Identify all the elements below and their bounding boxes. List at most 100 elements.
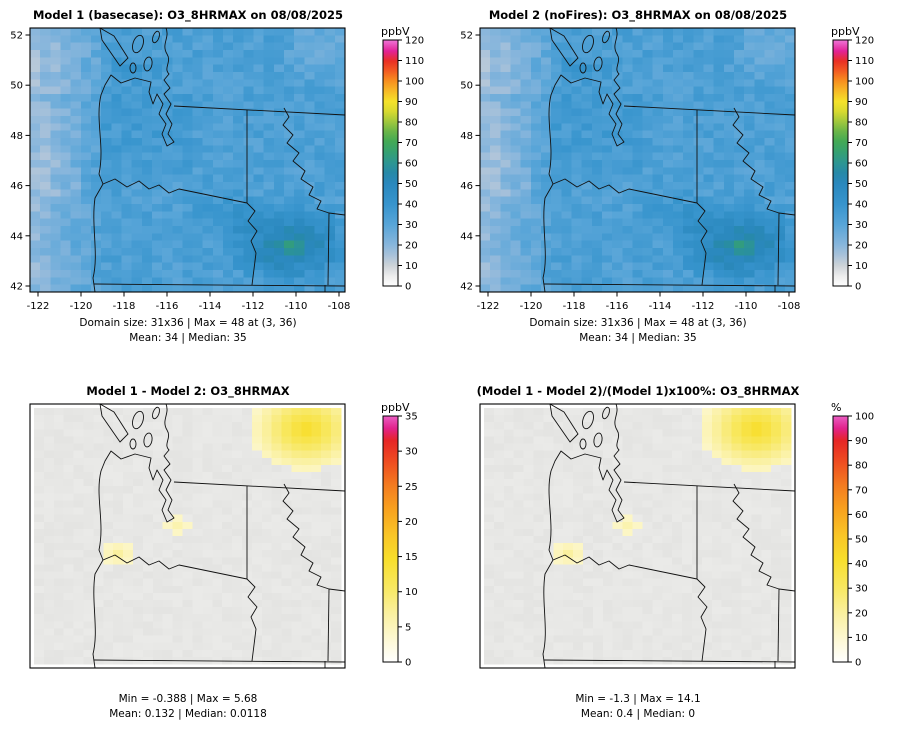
raster-cell	[734, 35, 745, 44]
raster-cell	[764, 123, 776, 132]
raster-cell	[480, 145, 491, 154]
raster-cell	[101, 226, 112, 234]
raster-cell	[510, 218, 521, 227]
raster-cell	[141, 189, 153, 198]
raster-cell	[530, 255, 542, 264]
raster-cell	[781, 493, 792, 501]
raster-cell	[480, 248, 491, 256]
y-axis-tick-label: 48	[10, 131, 23, 142]
raster-cell	[103, 550, 114, 558]
raster-cell	[682, 600, 693, 608]
raster-cell	[131, 160, 143, 168]
raster-cell	[493, 578, 505, 587]
raster-cell	[152, 436, 164, 444]
raster-cell	[192, 486, 203, 494]
raster-cell	[691, 642, 703, 651]
raster-cell	[232, 642, 243, 651]
raster-cell	[573, 514, 584, 523]
raster-cell	[652, 94, 664, 102]
raster-cell	[304, 182, 315, 190]
raster-cell	[682, 635, 693, 644]
raster-cell	[314, 262, 326, 271]
raster-cell	[202, 585, 213, 594]
raster-cell	[781, 464, 792, 473]
raster-cell	[172, 28, 183, 36]
raster-cell	[273, 72, 285, 80]
raster-cell	[632, 145, 643, 154]
raster-cell	[83, 550, 94, 558]
raster-cell	[583, 585, 594, 594]
raster-cell	[90, 64, 102, 73]
raster-cell	[751, 528, 762, 537]
raster-cell	[480, 196, 491, 205]
raster-cell	[612, 145, 623, 154]
raster-cell	[111, 72, 122, 80]
raster-cell	[93, 649, 104, 658]
raster-cell	[703, 57, 715, 66]
raster-cell	[672, 578, 683, 587]
raster-cell	[63, 514, 74, 523]
raster-cell	[622, 108, 633, 117]
raster-cell	[271, 415, 282, 423]
raster-cell	[60, 255, 71, 264]
raster-cell	[162, 571, 173, 580]
raster-cell	[561, 50, 572, 58]
raster-cell	[73, 500, 84, 508]
raster-cell	[583, 472, 594, 480]
raster-cell	[182, 42, 193, 51]
raster-cell	[30, 240, 41, 249]
raster-cell	[30, 42, 41, 51]
raster-cell	[331, 493, 342, 501]
y-axis-tick-label: 44	[460, 231, 473, 242]
raster-cell	[774, 189, 786, 198]
raster-cell	[551, 255, 562, 264]
raster-cell	[622, 79, 633, 88]
raster-cell	[70, 123, 82, 132]
raster-cell	[334, 123, 345, 132]
raster-cell	[480, 28, 491, 36]
raster-cell	[141, 79, 153, 88]
raster-cell	[683, 160, 694, 168]
raster-cell	[573, 408, 584, 416]
raster-cell	[284, 116, 295, 124]
raster-cell	[713, 218, 725, 227]
raster-cell	[43, 422, 55, 430]
raster-cell	[301, 507, 312, 516]
raster-cell	[543, 585, 554, 594]
raster-cell	[70, 86, 82, 95]
raster-cell	[500, 64, 511, 73]
raster-cell	[520, 204, 532, 212]
raster-cell	[673, 233, 684, 242]
raster-cell	[60, 28, 71, 36]
raster-cell	[561, 108, 572, 117]
raster-cell	[500, 277, 511, 286]
raster-cell	[311, 486, 322, 494]
raster-cell	[721, 578, 732, 587]
raster-cell	[90, 86, 102, 95]
raster-cell	[592, 457, 604, 466]
raster-cell	[573, 592, 584, 601]
raster-cell	[331, 408, 342, 416]
raster-cell	[93, 422, 104, 430]
raster-cell	[324, 72, 336, 80]
raster-cell	[573, 550, 584, 558]
raster-cell	[243, 116, 254, 124]
raster-cell	[93, 429, 104, 437]
raster-cell	[764, 101, 776, 110]
raster-cell	[713, 72, 725, 80]
raster-cell	[731, 436, 742, 444]
raster-cell	[43, 436, 55, 444]
raster-cell	[83, 500, 94, 508]
raster-cell	[520, 145, 532, 154]
raster-cell	[50, 79, 61, 88]
raster-cell	[111, 211, 122, 220]
raster-cell	[113, 557, 124, 565]
raster-cell	[682, 486, 693, 494]
raster-cell	[691, 656, 703, 665]
raster-cell	[573, 564, 584, 572]
raster-cell	[602, 585, 614, 594]
raster-cell	[192, 284, 204, 292]
raster-cell	[523, 557, 534, 565]
raster-cell	[693, 145, 704, 154]
raster-cell	[721, 628, 732, 636]
